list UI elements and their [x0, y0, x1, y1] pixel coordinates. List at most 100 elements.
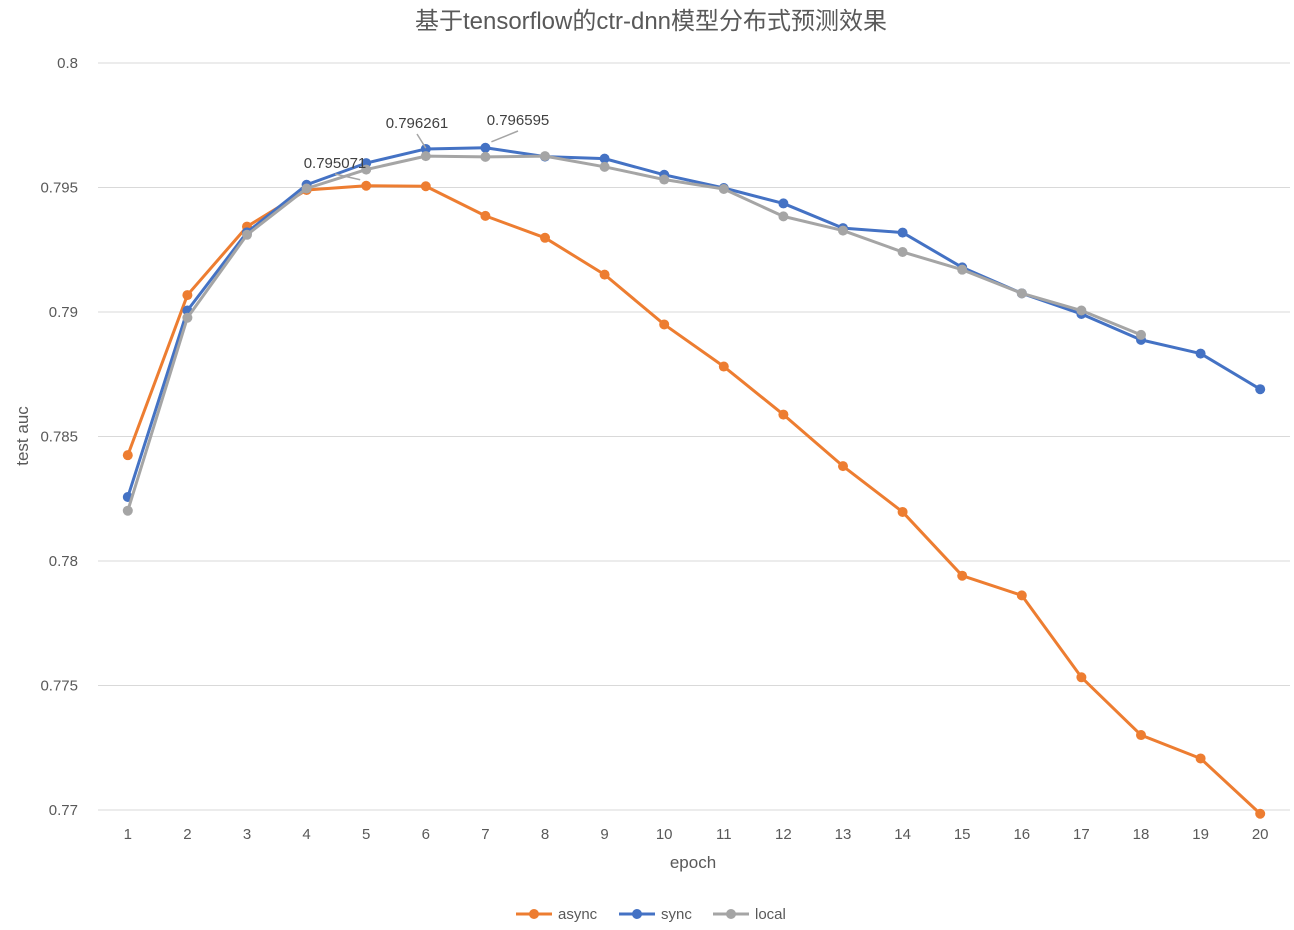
y-tick-label: 0.77	[49, 802, 78, 819]
data-point-local	[718, 183, 729, 194]
data-label: 0.795071	[304, 155, 367, 172]
data-point-local	[420, 151, 431, 162]
x-tick-label: 7	[481, 826, 489, 843]
data-point-local	[480, 151, 491, 162]
x-tick-label: 17	[1073, 826, 1090, 843]
series-lines	[122, 142, 1266, 819]
x-tick-label: 1	[124, 826, 132, 843]
x-tick-label: 20	[1252, 826, 1269, 843]
data-label-callouts: 0.795071 0.796261 0.796595	[304, 112, 550, 181]
y-tick-label: 0.79	[49, 304, 78, 321]
x-tick-label: 18	[1133, 826, 1150, 843]
data-point-async	[1195, 753, 1206, 764]
data-point-local	[1076, 305, 1087, 316]
data-point-local	[242, 229, 252, 240]
data-point-sync	[897, 227, 908, 238]
data-point-sync	[420, 143, 431, 154]
x-tick-label: 15	[954, 826, 971, 843]
data-point-local	[182, 312, 193, 323]
data-point-async	[838, 461, 848, 472]
x-tick-label: 5	[362, 826, 370, 843]
legend-label: sync	[661, 906, 692, 923]
x-tick-label: 12	[775, 826, 792, 843]
data-point-local	[897, 246, 908, 257]
data-point-local	[778, 211, 789, 222]
data-point-local	[957, 264, 968, 275]
data-label: 0.796595	[487, 112, 550, 129]
data-point-sync	[480, 142, 491, 153]
legend-swatch-marker	[726, 909, 736, 919]
data-point-local	[659, 174, 670, 185]
series-local	[122, 151, 1146, 516]
data-point-async	[778, 409, 789, 420]
data-point-local	[599, 161, 610, 172]
data-point-async	[540, 232, 550, 243]
data-label: 0.796261	[386, 115, 449, 132]
data-point-async	[897, 506, 908, 517]
x-tick-label: 4	[302, 826, 310, 843]
series-line-sync	[126, 146, 1262, 499]
x-tick-label: 19	[1192, 826, 1209, 843]
data-point-async	[1136, 730, 1146, 741]
y-tick-label: 0.795	[40, 180, 78, 197]
data-point-sync	[778, 198, 789, 209]
data-point-async	[182, 290, 193, 301]
legend-swatch-marker	[632, 909, 642, 919]
legend-item-async: async	[516, 906, 598, 923]
data-point-async	[659, 319, 670, 330]
x-tick-label: 6	[422, 826, 430, 843]
data-point-local	[1136, 329, 1146, 340]
x-tick-label: 2	[183, 826, 191, 843]
data-point-async	[420, 181, 431, 192]
y-tick-label: 0.785	[40, 429, 78, 446]
data-point-async	[122, 450, 133, 461]
data-point-local	[361, 164, 372, 175]
y-tick-label: 0.775	[40, 678, 78, 695]
data-point-local	[122, 505, 133, 516]
x-tick-label: 13	[835, 826, 852, 843]
y-tick-label: 0.8	[57, 55, 78, 72]
data-point-sync	[599, 153, 610, 164]
legend: async sync local	[516, 906, 786, 923]
series-line-local	[126, 154, 1143, 513]
x-tick-label: 10	[656, 826, 673, 843]
data-point-sync	[1255, 384, 1266, 395]
callout-leader	[334, 173, 361, 181]
data-point-async	[1255, 808, 1266, 819]
callout-leader	[416, 133, 427, 149]
series-line-async	[126, 184, 1262, 816]
gridlines	[98, 62, 1290, 811]
x-axis-title: epoch	[670, 853, 716, 872]
legend-item-sync: sync	[619, 906, 692, 923]
y-tick-label: 0.78	[49, 553, 78, 570]
legend-label: local	[755, 906, 786, 923]
callout-leader	[491, 130, 519, 143]
data-point-async	[480, 210, 491, 221]
data-point-local	[1016, 288, 1027, 299]
x-tick-labels: 1 2 3 4 5 6 7 8 9 10 11 12 13 14 15 16 17 18 19 20	[124, 826, 1269, 843]
chart-title: 基于tensorflow的ctr-dnn模型分布式预测效果	[415, 8, 887, 35]
data-point-async	[361, 180, 372, 191]
data-point-async	[1076, 672, 1087, 683]
legend-swatch-marker	[529, 909, 539, 919]
x-tick-label: 9	[600, 826, 608, 843]
legend-item-local: local	[713, 906, 786, 923]
x-tick-label: 16	[1013, 826, 1030, 843]
x-tick-label: 3	[243, 826, 251, 843]
x-tick-label: 11	[716, 826, 732, 843]
data-point-local	[838, 225, 848, 236]
y-tick-labels: 0.77 0.775 0.78 0.785 0.79 0.795 0.8	[40, 55, 78, 819]
data-point-async	[957, 570, 968, 581]
data-point-sync	[1195, 348, 1206, 359]
x-tick-label: 14	[894, 826, 911, 843]
series-async	[122, 180, 1266, 819]
data-point-local	[301, 183, 312, 194]
x-tick-label: 8	[541, 826, 549, 843]
data-point-async	[718, 361, 729, 372]
data-point-local	[540, 151, 550, 162]
data-point-async	[599, 269, 610, 280]
data-point-async	[1016, 590, 1027, 601]
legend-label: async	[558, 906, 598, 923]
